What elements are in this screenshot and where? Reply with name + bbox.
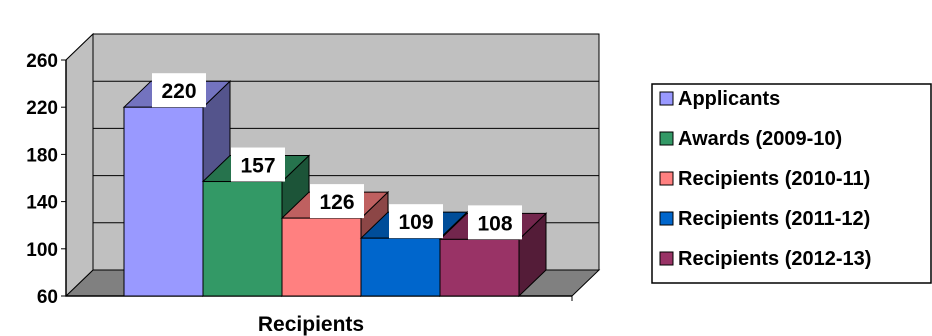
bar-front [281,217,362,297]
bar-5 [438,212,548,298]
bar-front [360,237,441,297]
legend-swatch [659,131,674,146]
data-label-box [468,205,522,240]
legend-label: Recipients (2012-13) [678,248,871,270]
data-label-text: 109 [398,211,433,234]
y-tick-label: 100 [26,240,58,261]
y-tick-label: 140 [26,193,58,214]
legend-label: Applicants [678,88,780,110]
data-label-5: 108 [468,205,522,240]
legend-entry-3: Recipients (2010-11) [659,168,870,190]
legend-label: Recipients (2011-12) [678,208,870,230]
legend-entry-2: Awards (2009-10) [659,128,842,150]
data-label-box [231,147,285,182]
y-tick-label: 220 [26,98,58,119]
y-tick-label: 60 [37,287,58,308]
data-label-3: 126 [310,184,364,219]
legend-box [651,83,932,284]
data-label-text: 126 [319,191,354,214]
data-label-4: 109 [389,204,443,239]
x-axis-label: Recipients [258,313,364,336]
legend-entry-5: Recipients (2012-13) [659,248,871,270]
chart-side-wall [65,32,94,298]
legend: Applicants Awards (2009-10) Recipients (20… [651,83,932,284]
data-label-text: 157 [240,155,275,178]
legend-swatch [659,91,674,106]
data-label-1: 220 [152,73,206,108]
data-label-text: 220 [161,80,196,103]
bar-front [202,181,283,297]
data-labels: 220 157 126 109 108 [152,73,522,240]
legend-swatch [659,211,674,226]
legend-entry-4: Recipients (2011-12) [659,208,870,230]
legend-swatch [659,251,674,266]
bar-front [123,106,204,297]
y-axis-ticks: 60 100 140 180 220 260 [26,51,66,308]
legend-entry-1: Applicants [659,88,780,110]
legend-label: Awards (2009-10) [678,128,842,150]
legend-swatch [659,171,674,186]
bar-front [439,238,520,297]
y-tick-label: 180 [26,145,58,166]
data-label-text: 108 [477,212,512,235]
data-label-box [152,73,206,108]
y-tick-label: 260 [26,51,58,72]
legend-label: Recipients (2010-11) [678,168,870,190]
data-label-2: 157 [231,147,285,182]
data-label-box [310,184,364,219]
data-label-box [389,204,443,239]
